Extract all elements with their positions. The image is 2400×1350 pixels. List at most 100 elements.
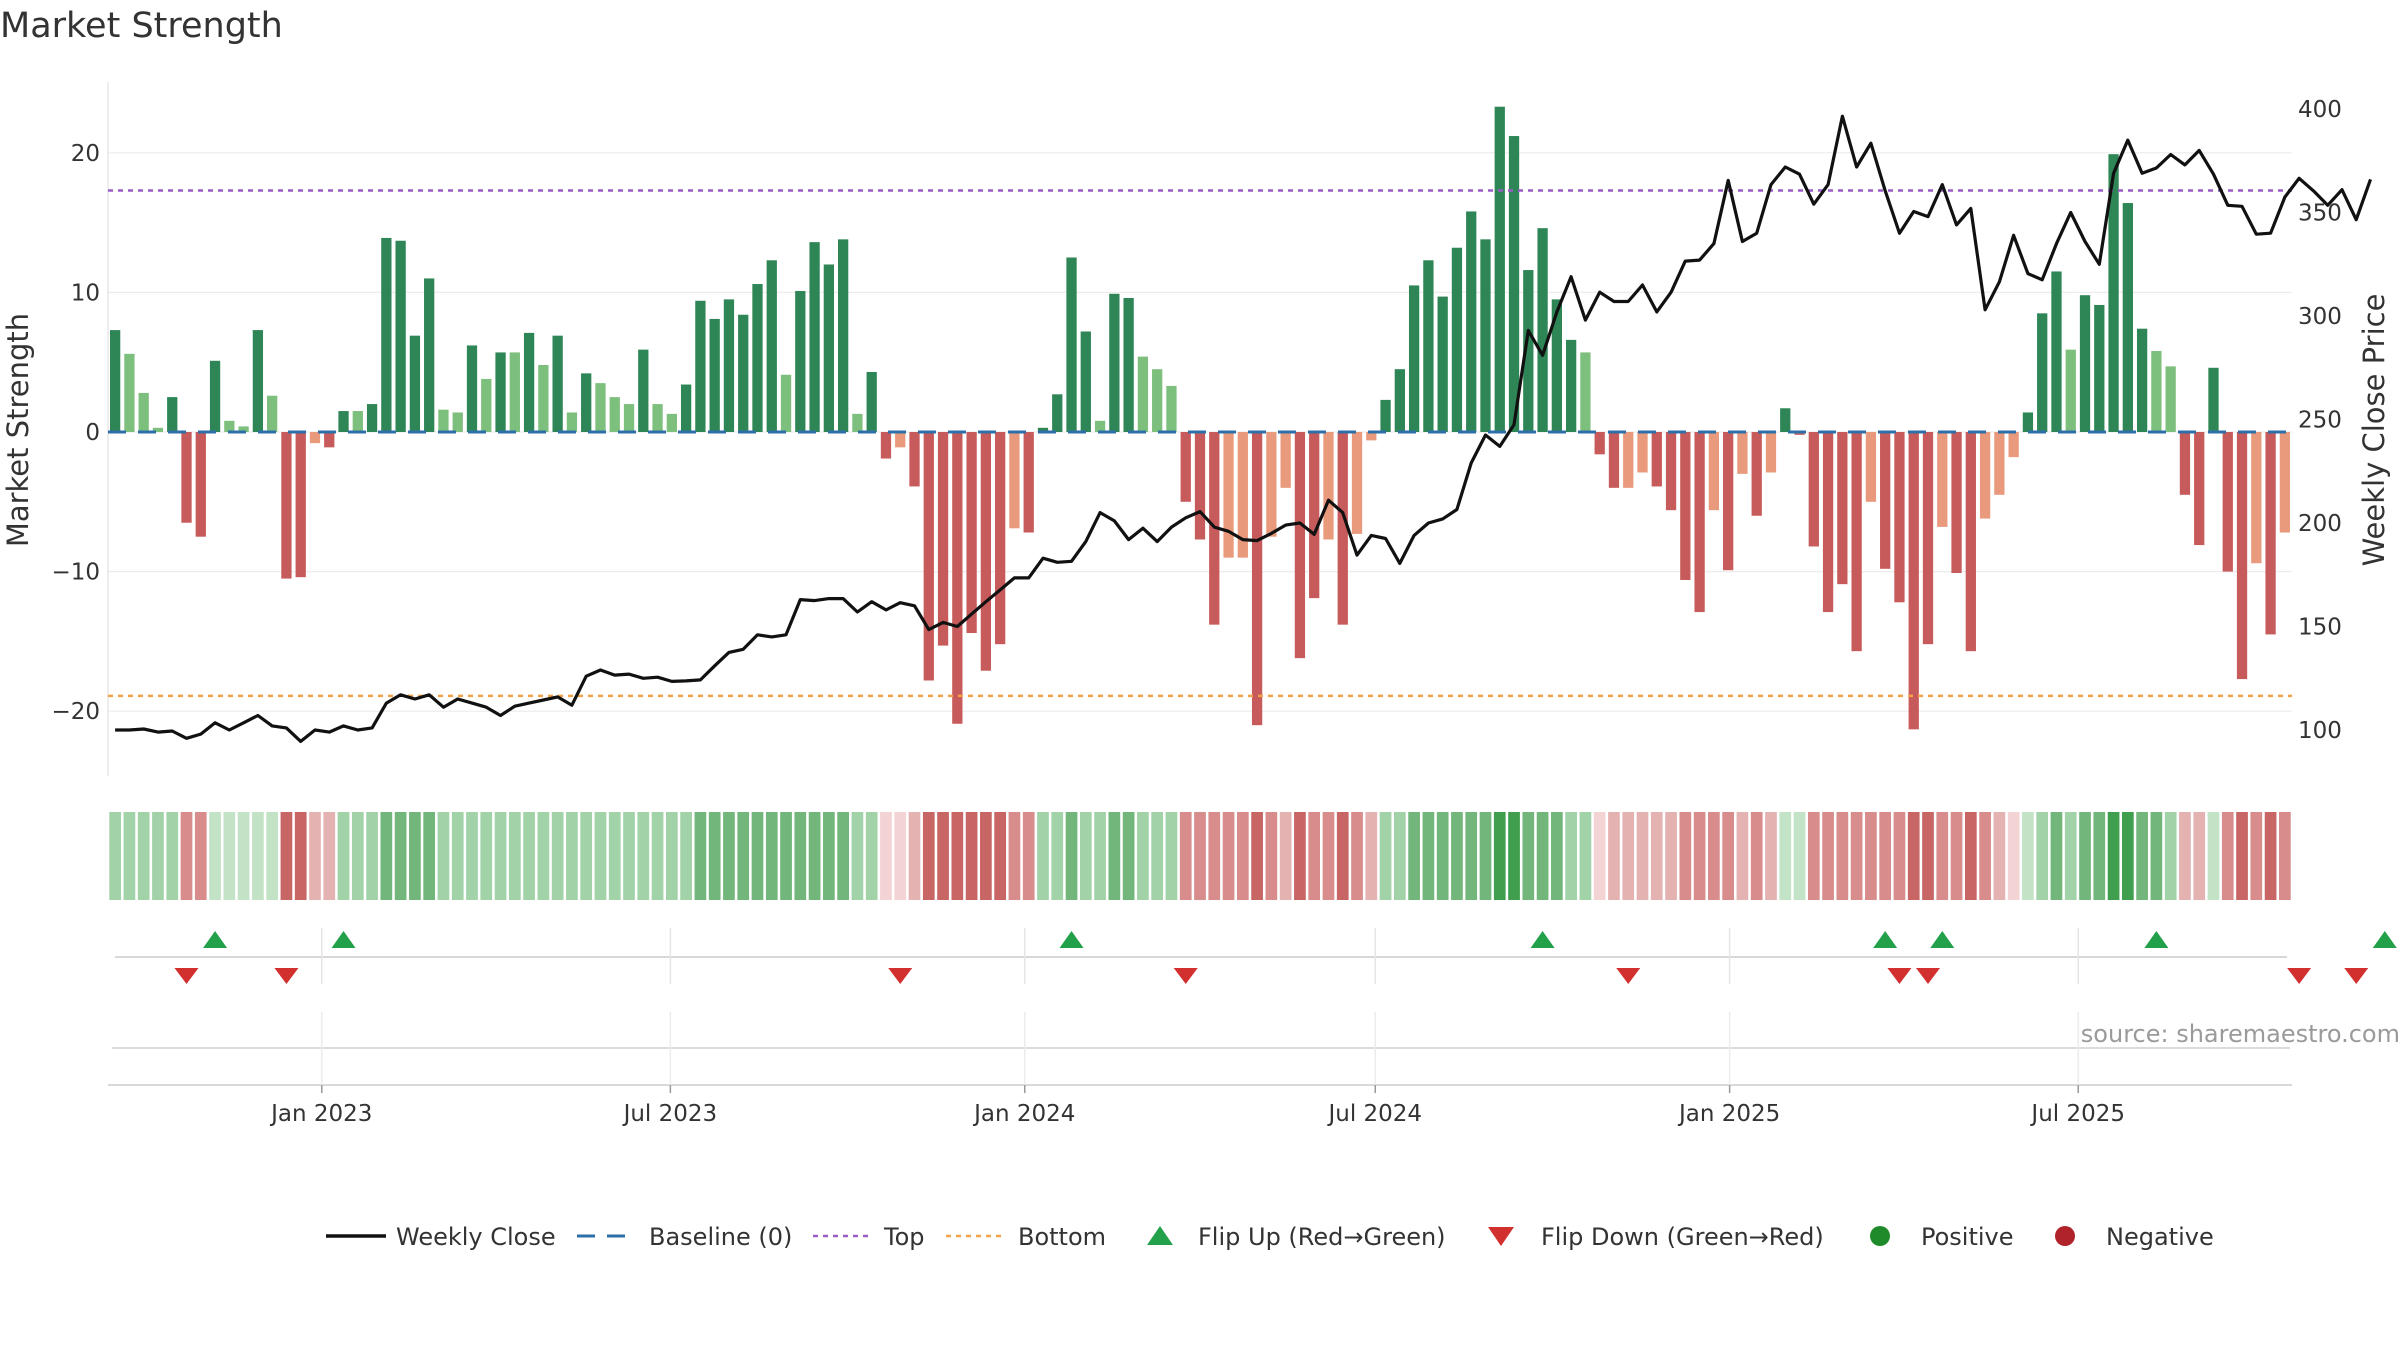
regime-cell xyxy=(194,812,207,900)
regime-cell xyxy=(1422,812,1435,900)
strength-bar xyxy=(295,432,306,578)
regime-cell xyxy=(451,812,464,900)
regime-cell xyxy=(1351,812,1363,900)
y2-tick-label: 150 xyxy=(2298,615,2342,641)
regime-cell xyxy=(1536,812,1549,900)
regime-cell xyxy=(1593,812,1606,900)
regime-cell xyxy=(1279,812,1292,900)
regime-cell xyxy=(1650,812,1663,900)
strength-bar xyxy=(1608,432,1620,488)
regime-cell xyxy=(737,812,750,900)
strength-bar xyxy=(2065,349,2076,432)
regime-cell xyxy=(937,812,949,900)
regime-cell xyxy=(2036,812,2049,900)
strength-bar xyxy=(1723,432,1734,571)
legend-label: Weekly Close xyxy=(396,1223,556,1251)
regime-cell xyxy=(1693,812,1706,900)
y2-tick-label: 250 xyxy=(2298,408,2342,434)
legend-swatch-flip-up xyxy=(1147,1226,1173,1245)
strength-bar xyxy=(1466,211,1477,432)
y-tick-label: −10 xyxy=(51,560,100,586)
strength-bar xyxy=(880,432,892,459)
regime-cell xyxy=(1236,812,1249,900)
regime-cell xyxy=(1165,812,1178,900)
regime-cell xyxy=(180,812,193,900)
strength-bar xyxy=(909,432,920,487)
x-axis-ticks: Jan 2023 Jul 2023 Jan 2024 Jul 2024 Jan 2025… xyxy=(269,1085,2125,1127)
strength-bar xyxy=(1137,356,1149,432)
regime-cell xyxy=(137,812,150,900)
regime-cell xyxy=(823,812,835,900)
strength-bar xyxy=(1651,432,1662,487)
regime-cell xyxy=(223,812,236,900)
regime-cell xyxy=(2193,812,2206,900)
strength-bar xyxy=(1894,432,1905,603)
regime-cell xyxy=(2007,812,2020,900)
regime-cell xyxy=(1393,812,1406,900)
strength-bar xyxy=(1523,270,1534,432)
regime-cell xyxy=(794,812,807,900)
x-tick-label: Jan 2024 xyxy=(972,1101,1075,1127)
regime-cell xyxy=(1565,812,1577,900)
strength-bar xyxy=(1822,432,1834,613)
regime-cell xyxy=(665,812,678,900)
regime-cell xyxy=(837,812,849,900)
strength-bar xyxy=(452,412,463,432)
regime-cell xyxy=(394,812,407,900)
regime-cell xyxy=(1665,812,1677,900)
regime-cell xyxy=(2250,812,2263,900)
regime-cell xyxy=(2179,812,2191,900)
strength-bar xyxy=(309,432,321,444)
strength-bar xyxy=(1123,297,1134,432)
strength-bar xyxy=(1694,432,1705,613)
strength-bar xyxy=(1780,408,1791,432)
y2-axis-title: Weekly Close Price xyxy=(2357,294,2391,567)
regime-cell xyxy=(409,812,421,900)
strength-bar xyxy=(1508,136,1520,432)
regime-cell xyxy=(1308,812,1321,900)
regime-cell xyxy=(1151,812,1164,900)
regime-cell xyxy=(1522,812,1535,900)
strength-bar xyxy=(923,432,934,681)
x-tick-label: Jul 2025 xyxy=(2029,1101,2125,1127)
legend-label: Baseline (0) xyxy=(649,1223,792,1251)
strength-bar xyxy=(509,352,520,432)
regime-cell xyxy=(680,812,692,900)
strength-bar xyxy=(1037,427,1049,432)
legend-label: Positive xyxy=(1921,1223,2014,1251)
regime-cell xyxy=(1336,812,1349,900)
regime-cell xyxy=(494,812,507,900)
y-axis-ticks: −20 −10 0 10 20 xyxy=(51,141,100,725)
regime-cell xyxy=(1465,812,1478,900)
regime-cell xyxy=(537,812,550,900)
regime-cell xyxy=(1065,812,1078,900)
strength-bar xyxy=(1080,331,1091,432)
regime-cell xyxy=(922,812,935,900)
regime-cell xyxy=(637,812,650,900)
strength-bar xyxy=(1323,432,1334,540)
y2-axis-ticks: 100 150 200 250 300 350 400 xyxy=(2298,97,2342,744)
regime-cell xyxy=(851,812,864,900)
strength-bar xyxy=(1994,432,2005,495)
strength-bar xyxy=(680,384,692,432)
flip-up-marker xyxy=(1530,931,1555,948)
strength-bar xyxy=(1580,352,1591,432)
strength-bar xyxy=(766,260,777,432)
strength-bar xyxy=(895,432,906,448)
strength-bar xyxy=(1009,432,1020,529)
regime-cell xyxy=(1179,812,1192,900)
regime-cell xyxy=(1865,812,1877,900)
regime-cell xyxy=(1122,812,1135,900)
strength-bar xyxy=(2236,432,2248,680)
regime-strip xyxy=(109,812,2291,900)
regime-cell xyxy=(466,812,478,900)
strength-bar xyxy=(1480,239,1491,432)
strength-bar xyxy=(2194,432,2205,546)
strength-bar xyxy=(1680,432,1691,580)
strength-bar xyxy=(695,300,706,432)
strength-bar xyxy=(1266,432,1277,537)
strength-bar xyxy=(1565,339,1577,432)
regime-cell xyxy=(1194,812,1206,900)
strength-bar xyxy=(852,413,863,432)
legend: Weekly Close Baseline (0) Top Bottom Flip Up… xyxy=(326,1223,2214,1251)
